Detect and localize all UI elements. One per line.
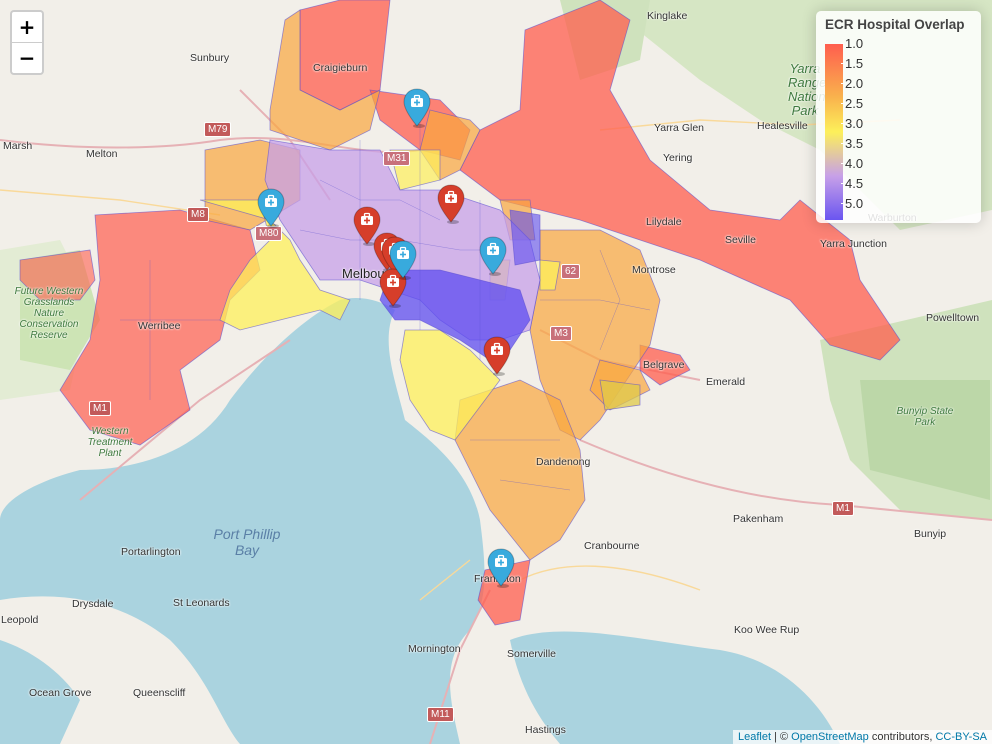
road-shield: M1 <box>832 501 854 516</box>
place-label: Montrose <box>632 264 676 276</box>
osm-link[interactable]: OpenStreetMap <box>791 731 869 743</box>
place-label: Koo Wee Rup <box>734 624 800 636</box>
legend-tick: 4.0 <box>840 156 864 171</box>
place-label: Belgrave <box>643 359 685 371</box>
place-label: Emerald <box>706 376 746 388</box>
place-label: Leopold <box>1 614 39 626</box>
place-label: Portarlington <box>121 546 181 558</box>
place-label: Sunbury <box>190 52 230 64</box>
medkit-icon <box>487 242 499 255</box>
place-label: St Leonards <box>173 597 230 609</box>
place-label: Werribee <box>138 320 181 332</box>
medkit-icon <box>387 274 399 287</box>
place-label: Bunyip <box>914 528 947 540</box>
place-label: Cranbourne <box>584 540 640 552</box>
legend-title: ECR Hospital Overlap <box>825 17 965 32</box>
medkit-icon <box>265 194 277 207</box>
place-label: Queenscliff <box>133 687 186 699</box>
hospital-marker[interactable] <box>436 184 466 224</box>
medkit-icon <box>397 246 409 259</box>
place-label: Hastings <box>525 724 566 736</box>
hospital-marker[interactable] <box>256 188 286 228</box>
place-label: Powelltown <box>926 312 980 324</box>
road-shield: M11 <box>427 707 454 722</box>
hospital-marker[interactable] <box>388 240 418 280</box>
road-shield: M80 <box>255 226 283 241</box>
place-label: Port Phillip Bay <box>213 526 281 558</box>
license-link[interactable]: CC-BY-SA <box>935 731 987 743</box>
medkit-icon <box>361 212 373 225</box>
legend-tick: 3.0 <box>840 116 864 131</box>
place-label: Bunyip State Park <box>896 406 954 428</box>
place-label: Healesville <box>757 120 808 132</box>
zoom-control: + − <box>10 10 44 75</box>
place-label: Yarra Glen <box>654 122 704 134</box>
place-label: Ocean Grove <box>29 687 92 699</box>
place-label: Dandenong <box>536 456 591 468</box>
road-shield: M79 <box>204 122 232 137</box>
place-label: Craigieburn <box>313 62 368 74</box>
road-shield: M1 <box>89 401 111 416</box>
place-label: Future Western Grasslands Nature Conserv… <box>14 286 84 341</box>
legend-color-bar <box>825 44 843 220</box>
hospital-marker[interactable] <box>482 336 512 376</box>
hospital-marker[interactable] <box>402 88 432 128</box>
medkit-icon <box>445 190 457 203</box>
medkit-icon <box>495 554 507 567</box>
hospital-marker[interactable] <box>486 548 516 588</box>
attribution-separator: | © <box>771 731 792 743</box>
zoom-out-button[interactable]: − <box>18 46 36 70</box>
road-shield: M8 <box>187 207 209 222</box>
attribution: Leaflet | © OpenStreetMap contributors, … <box>732 730 992 744</box>
legend-tick: 2.0 <box>840 76 864 91</box>
legend-tick: 1.0 <box>840 36 864 51</box>
hospital-marker[interactable] <box>352 206 382 246</box>
hospital-marker[interactable] <box>478 236 508 276</box>
zoom-in-button[interactable]: + <box>12 12 42 43</box>
legend-tick: 4.5 <box>840 176 864 191</box>
hospital-marker[interactable] <box>378 268 408 308</box>
place-label: Melton <box>86 148 118 160</box>
place-label: Somerville <box>507 648 557 660</box>
legend-tick: 2.5 <box>840 96 864 111</box>
medkit-icon <box>411 94 423 107</box>
place-label: Marsh <box>3 140 33 152</box>
place-label: Drysdale <box>72 598 114 610</box>
leaflet-link[interactable]: Leaflet <box>737 731 771 743</box>
attribution-contributors: contributors, <box>868 731 936 743</box>
place-label: Yering <box>663 152 693 164</box>
legend: ECR Hospital Overlap 1.0 1.5 2.0 2.5 3.0… <box>816 11 981 223</box>
place-label: Yarra Junction <box>820 238 887 250</box>
place-label: Kinglake <box>647 10 688 22</box>
road-shield: M3 <box>550 326 572 341</box>
road-shield: M31 <box>383 151 411 166</box>
place-label: Seville <box>725 234 756 246</box>
place-label: Western Treatment Plant <box>87 426 133 459</box>
legend-tick: 5.0 <box>840 196 864 211</box>
place-label: Lilydale <box>646 216 682 228</box>
medkit-icon <box>491 342 503 355</box>
legend-tick: 1.5 <box>840 56 864 71</box>
place-label: Mornington <box>408 643 461 655</box>
legend-tick: 3.5 <box>840 136 864 151</box>
road-shield: 62 <box>561 264 581 279</box>
place-label: Pakenham <box>733 513 784 525</box>
